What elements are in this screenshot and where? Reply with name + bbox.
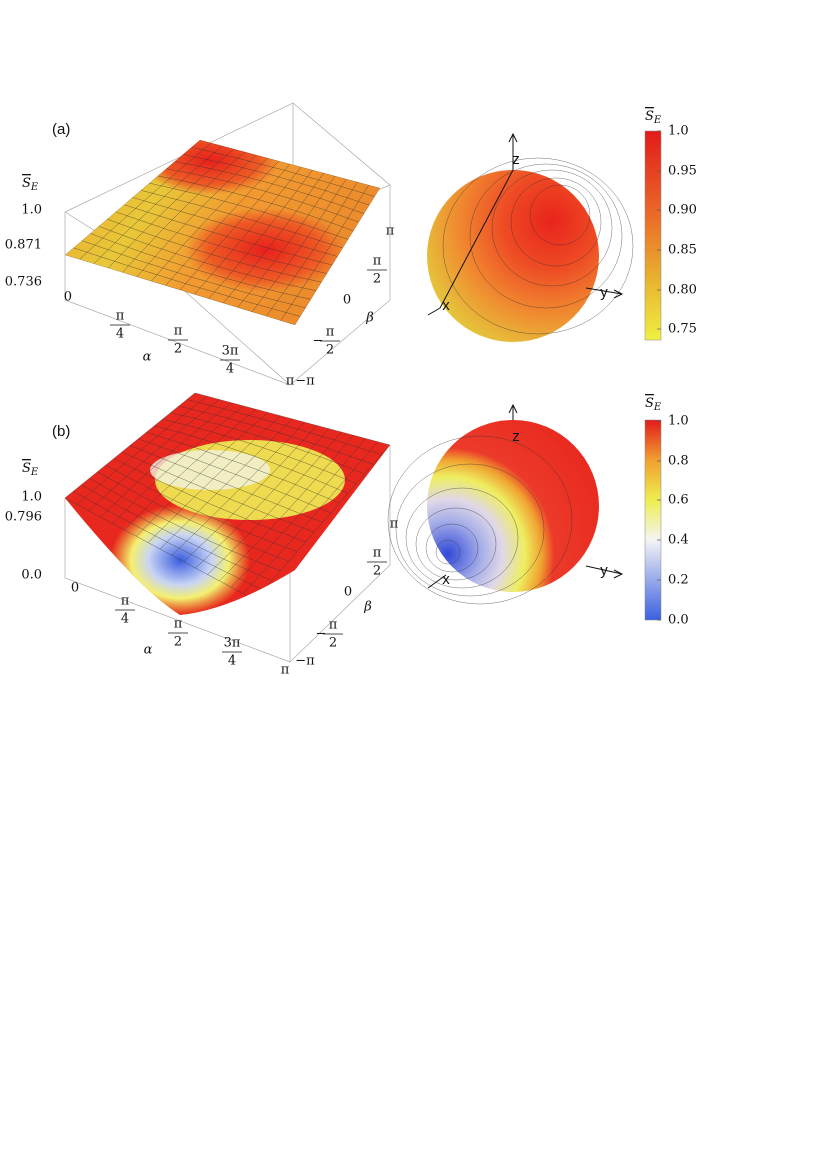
- surface-plot-a: [64, 102, 391, 386]
- denominator: 4: [228, 654, 236, 669]
- symbol: S: [22, 176, 31, 191]
- denominator: 4: [121, 612, 129, 627]
- tick-label: π: [386, 224, 395, 239]
- denominator: 4: [226, 362, 234, 377]
- denominator: 2: [174, 635, 182, 650]
- symbol: S: [645, 109, 654, 124]
- numerator: 3π: [222, 344, 239, 359]
- tick-label: −π: [295, 654, 315, 669]
- symbol: S: [22, 461, 31, 476]
- tick-label: 0.90: [668, 203, 697, 218]
- tick-label: 0: [71, 581, 79, 596]
- denominator: 2: [373, 272, 381, 287]
- tick-label: 0.0: [21, 568, 42, 583]
- tick-label: 0: [64, 290, 72, 305]
- numerator: π: [326, 325, 335, 340]
- numerator: π: [121, 594, 130, 609]
- numerator: 3π: [224, 636, 241, 651]
- tick-label: −π: [295, 374, 315, 389]
- tick-label: 1.0: [21, 203, 42, 218]
- tick-label: 0.0: [668, 613, 689, 628]
- axis-label: SE: [22, 176, 39, 193]
- mesh: [65, 140, 380, 325]
- subscript: E: [653, 402, 662, 413]
- colorbar-a: [644, 130, 662, 341]
- denominator: 4: [116, 327, 124, 342]
- tick-label: π: [286, 374, 295, 389]
- subscript: E: [30, 182, 39, 193]
- sphere-axis-label: y: [600, 562, 608, 579]
- denominator: 2: [373, 564, 381, 579]
- numerator: π: [329, 618, 338, 633]
- tick-label: 0.871: [5, 238, 42, 253]
- numerator: π: [373, 546, 382, 561]
- sphere-axis-label: z: [512, 151, 520, 168]
- tick-label: 0.4: [668, 533, 689, 548]
- numerator: π: [373, 254, 382, 269]
- denominator: 2: [329, 636, 337, 651]
- sphere-axis-label: y: [600, 284, 608, 301]
- tick-label: 0.75: [668, 322, 697, 337]
- sphere-axis-label: z: [512, 428, 520, 445]
- numerator: π: [174, 324, 183, 339]
- axis-label: β: [363, 600, 372, 615]
- numerator: π: [174, 617, 183, 632]
- tick-label: 0.80: [668, 283, 697, 298]
- panel-tag: (a): [52, 121, 70, 138]
- tick-label: 1.0: [668, 414, 689, 429]
- subscript: E: [30, 467, 39, 478]
- sphere-axis-label: x: [442, 571, 450, 588]
- tick-label: 1.0: [668, 124, 689, 139]
- tick-label: 0.8: [668, 454, 689, 469]
- axis-label: α: [144, 643, 153, 658]
- sphere-a: [427, 157, 634, 342]
- axis-label: β: [365, 311, 374, 326]
- tick-label: 0: [344, 585, 352, 600]
- axis-label: SE: [645, 396, 662, 413]
- sign: −: [313, 334, 324, 349]
- numerator: π: [116, 309, 125, 324]
- panel-tag: (b): [52, 423, 70, 440]
- tick-label: 0.6: [668, 493, 689, 508]
- axis-label: SE: [645, 109, 662, 126]
- tick-label: 0.95: [668, 164, 697, 179]
- sphere-axes: [427, 132, 624, 589]
- sphere-axis-label: x: [442, 297, 450, 314]
- axis-label: SE: [22, 461, 39, 478]
- tick-label: 1.0: [21, 490, 42, 505]
- subscript: E: [653, 115, 662, 126]
- mesh: [65, 393, 390, 601]
- surface-plot-b: [64, 392, 391, 663]
- tick-label: π: [390, 517, 399, 532]
- tick-label: π: [281, 663, 290, 678]
- denominator: 2: [326, 343, 334, 358]
- tick-label: 0.796: [5, 510, 42, 525]
- tick-label: 0.85: [668, 243, 697, 258]
- tick-label: 0: [343, 293, 351, 308]
- denominator: 2: [174, 342, 182, 357]
- tick-label: 0.736: [5, 275, 42, 290]
- sphere-b: [387, 420, 599, 605]
- axis-label: α: [143, 350, 152, 365]
- tick-label: 0.2: [668, 573, 689, 588]
- symbol: S: [645, 396, 654, 411]
- sign: −: [316, 627, 327, 642]
- colorbar-b: [644, 419, 662, 621]
